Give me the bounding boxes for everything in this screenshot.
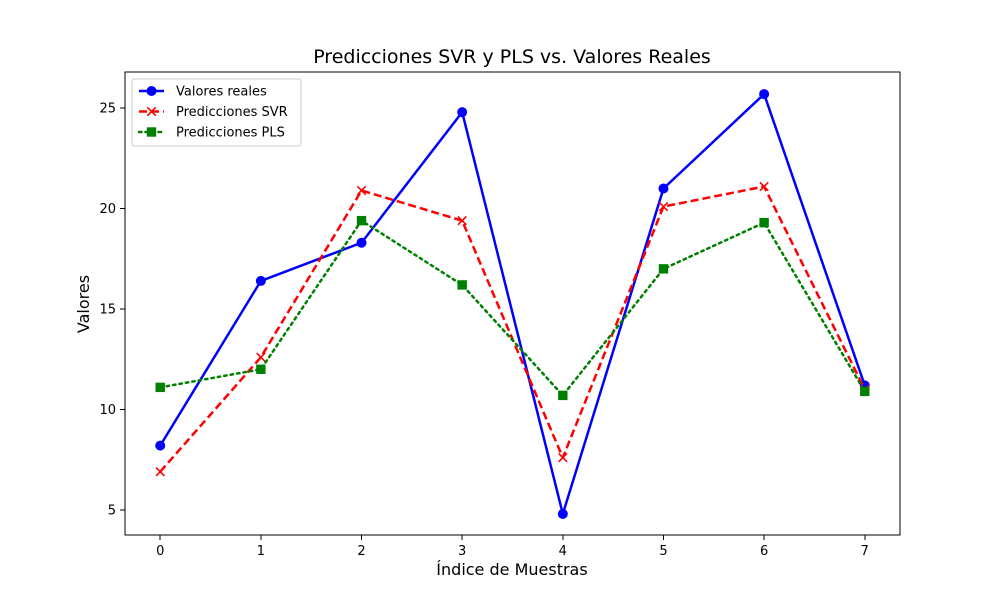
y-tick-label: 5 (108, 503, 116, 518)
series-3 (155, 215, 870, 401)
x-tick: 5 (659, 535, 668, 559)
legend: Valores reales Predicciones SVR Prediccion… (131, 78, 302, 147)
data-point (457, 280, 467, 290)
data-point (759, 217, 769, 228)
y-tick-label: 20 (99, 202, 116, 217)
data-point (558, 390, 568, 401)
data-point (155, 466, 165, 477)
x-tick-label: 4 (559, 544, 567, 559)
y-tick: 15 (99, 303, 125, 318)
x-tick-label: 1 (257, 544, 265, 559)
data-point (557, 508, 568, 519)
y-tick-label: 10 (99, 403, 116, 418)
x-tick-label: 7 (861, 544, 869, 559)
legend-marker (146, 106, 157, 117)
y-axis-title: Valores (74, 275, 93, 333)
legend-item: Valores reales (139, 85, 267, 100)
x-tick: 1 (257, 535, 265, 559)
x-tick-label: 6 (760, 544, 768, 559)
x-tick-label: 0 (156, 544, 164, 559)
y-tick-label: 25 (99, 102, 116, 117)
x-marker-stroke (146, 106, 157, 117)
x-tick: 0 (156, 535, 164, 559)
series-line (158, 219, 867, 397)
y-tick: 5 (108, 503, 125, 518)
x-marker-stroke (558, 452, 568, 463)
y-tick-label: 15 (99, 303, 116, 318)
data-point (356, 237, 367, 248)
x-marker-stroke (457, 215, 467, 226)
data-point (155, 440, 166, 451)
series-line (159, 185, 866, 473)
legend-item: Predicciones PLS (137, 126, 285, 141)
x-tick: 7 (861, 535, 869, 559)
data-point (860, 386, 870, 397)
y-tick: 10 (99, 403, 125, 418)
data-point (759, 181, 769, 192)
data-point (155, 382, 165, 393)
legend-label: Valores reales (176, 85, 267, 100)
x-tick-label: 5 (659, 544, 667, 559)
data-point (658, 183, 669, 194)
y-tick: 20 (99, 202, 125, 217)
data-point (457, 215, 467, 226)
data-point (457, 107, 468, 118)
data-point (759, 89, 770, 100)
data-point (255, 275, 266, 286)
x-marker-stroke (155, 466, 165, 477)
data-point (658, 201, 669, 212)
x-tick: 2 (357, 535, 366, 559)
legend-item: Predicciones SVR (139, 105, 288, 120)
chart-title: Predicciones SVR y PLS vs. Valores Reale… (313, 46, 711, 68)
x-marker-stroke (658, 201, 669, 212)
series-1 (155, 89, 870, 519)
series-layer (155, 89, 870, 519)
x-axis-ticks: 0 1 2 3 4 5 6 7 (156, 535, 869, 559)
data-point (558, 452, 568, 463)
y-tick: 25 (99, 102, 125, 117)
x-axis-title: Índice de Muestras (436, 560, 587, 579)
data-point (658, 264, 669, 274)
series-line (159, 92, 866, 516)
data-point (256, 364, 266, 374)
x-tick-label: 2 (357, 544, 365, 559)
y-axis-ticks: 5 10 15 20 25 (99, 102, 125, 518)
data-point (256, 352, 266, 362)
legend-label: Predicciones SVR (176, 105, 288, 120)
x-tick: 4 (559, 535, 567, 559)
x-tick-label: 3 (458, 544, 466, 559)
legend-marker (146, 127, 157, 137)
x-tick: 3 (458, 535, 466, 559)
legend-box (131, 78, 302, 147)
x-marker-stroke (759, 181, 769, 192)
data-point (356, 185, 367, 196)
data-point (356, 215, 367, 226)
x-tick: 6 (760, 535, 768, 559)
plot-frame (124, 71, 901, 536)
legend-marker (146, 86, 157, 96)
legend-label: Predicciones PLS (176, 126, 285, 141)
x-marker-stroke (356, 185, 367, 196)
x-marker-stroke (256, 352, 266, 362)
